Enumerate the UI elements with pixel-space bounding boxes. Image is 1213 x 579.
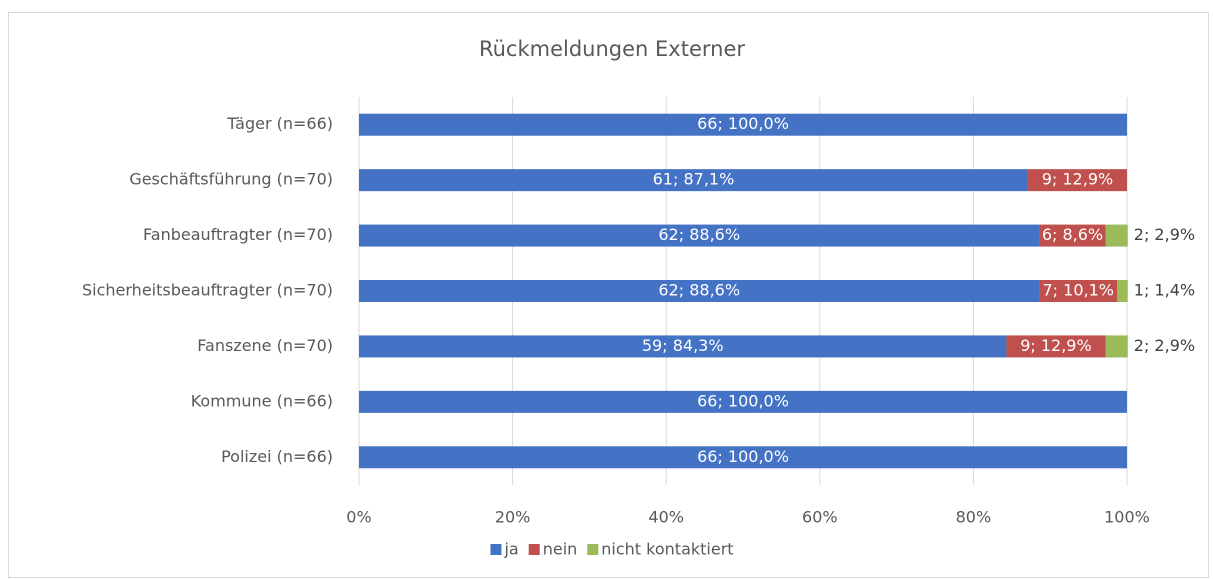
data-label: 1; 1,4% [1134,281,1195,300]
bar-segment [1039,280,1118,302]
bar-segment [1027,169,1127,192]
bar-segment [359,113,1127,136]
y-tick-label: Geschäftsführung (n=70) [129,170,333,189]
y-tick-label: Kommune (n=66) [191,391,333,410]
data-label: 66; 100,0% [697,391,789,410]
data-label: 2; 2,9% [1134,225,1195,244]
legend-label: ja [503,540,518,559]
data-label: 62; 88,6% [658,225,740,244]
bar-segment [1105,224,1128,247]
legend-label: nicht kontaktiert [601,540,733,559]
data-label: 9; 12,9% [1020,336,1091,355]
x-tick-label: 100% [1104,508,1150,527]
data-label: 9; 12,9% [1042,170,1113,189]
x-tick-label: 0% [346,508,371,527]
data-label: 66; 100,0% [697,114,789,133]
data-label: 61; 87,1% [653,170,735,189]
bar-segment [1117,280,1128,302]
y-tick-label: Sicherheitsbeauftragter (n=70) [82,281,333,300]
data-label: 2; 2,9% [1134,336,1195,355]
bar-segment [359,280,1040,302]
x-tick-label: 40% [648,508,684,527]
bar-segment [1006,335,1106,358]
bar-segment [1039,224,1106,247]
bar-segment [1105,335,1128,358]
data-label: 6; 8,6% [1042,225,1103,244]
bar-segment [359,169,1028,192]
x-tick-label: 20% [495,508,531,527]
legend-swatch [528,544,540,555]
bar-segment [359,446,1127,469]
x-tick-label: 80% [956,508,992,527]
data-label: 59; 84,3% [642,336,724,355]
x-tick-label: 60% [802,508,838,527]
bar-segment [359,390,1127,413]
chart-title: Rückmeldungen Externer [479,37,745,61]
data-label: 7; 10,1% [1042,281,1113,300]
y-tick-label: Täger (n=66) [226,114,333,133]
bar-segment [359,224,1040,247]
data-label: 62; 88,6% [658,281,740,300]
y-tick-label: Fanszene (n=70) [197,336,333,355]
legend-swatch [490,544,502,555]
legend-swatch [587,544,599,555]
bar-segment [359,335,1007,358]
y-tick-label: Fanbeauftragter (n=70) [143,225,333,244]
y-tick-label: Polizei (n=66) [221,447,333,466]
data-label: 66; 100,0% [697,447,789,466]
legend-label: nein [543,540,578,559]
